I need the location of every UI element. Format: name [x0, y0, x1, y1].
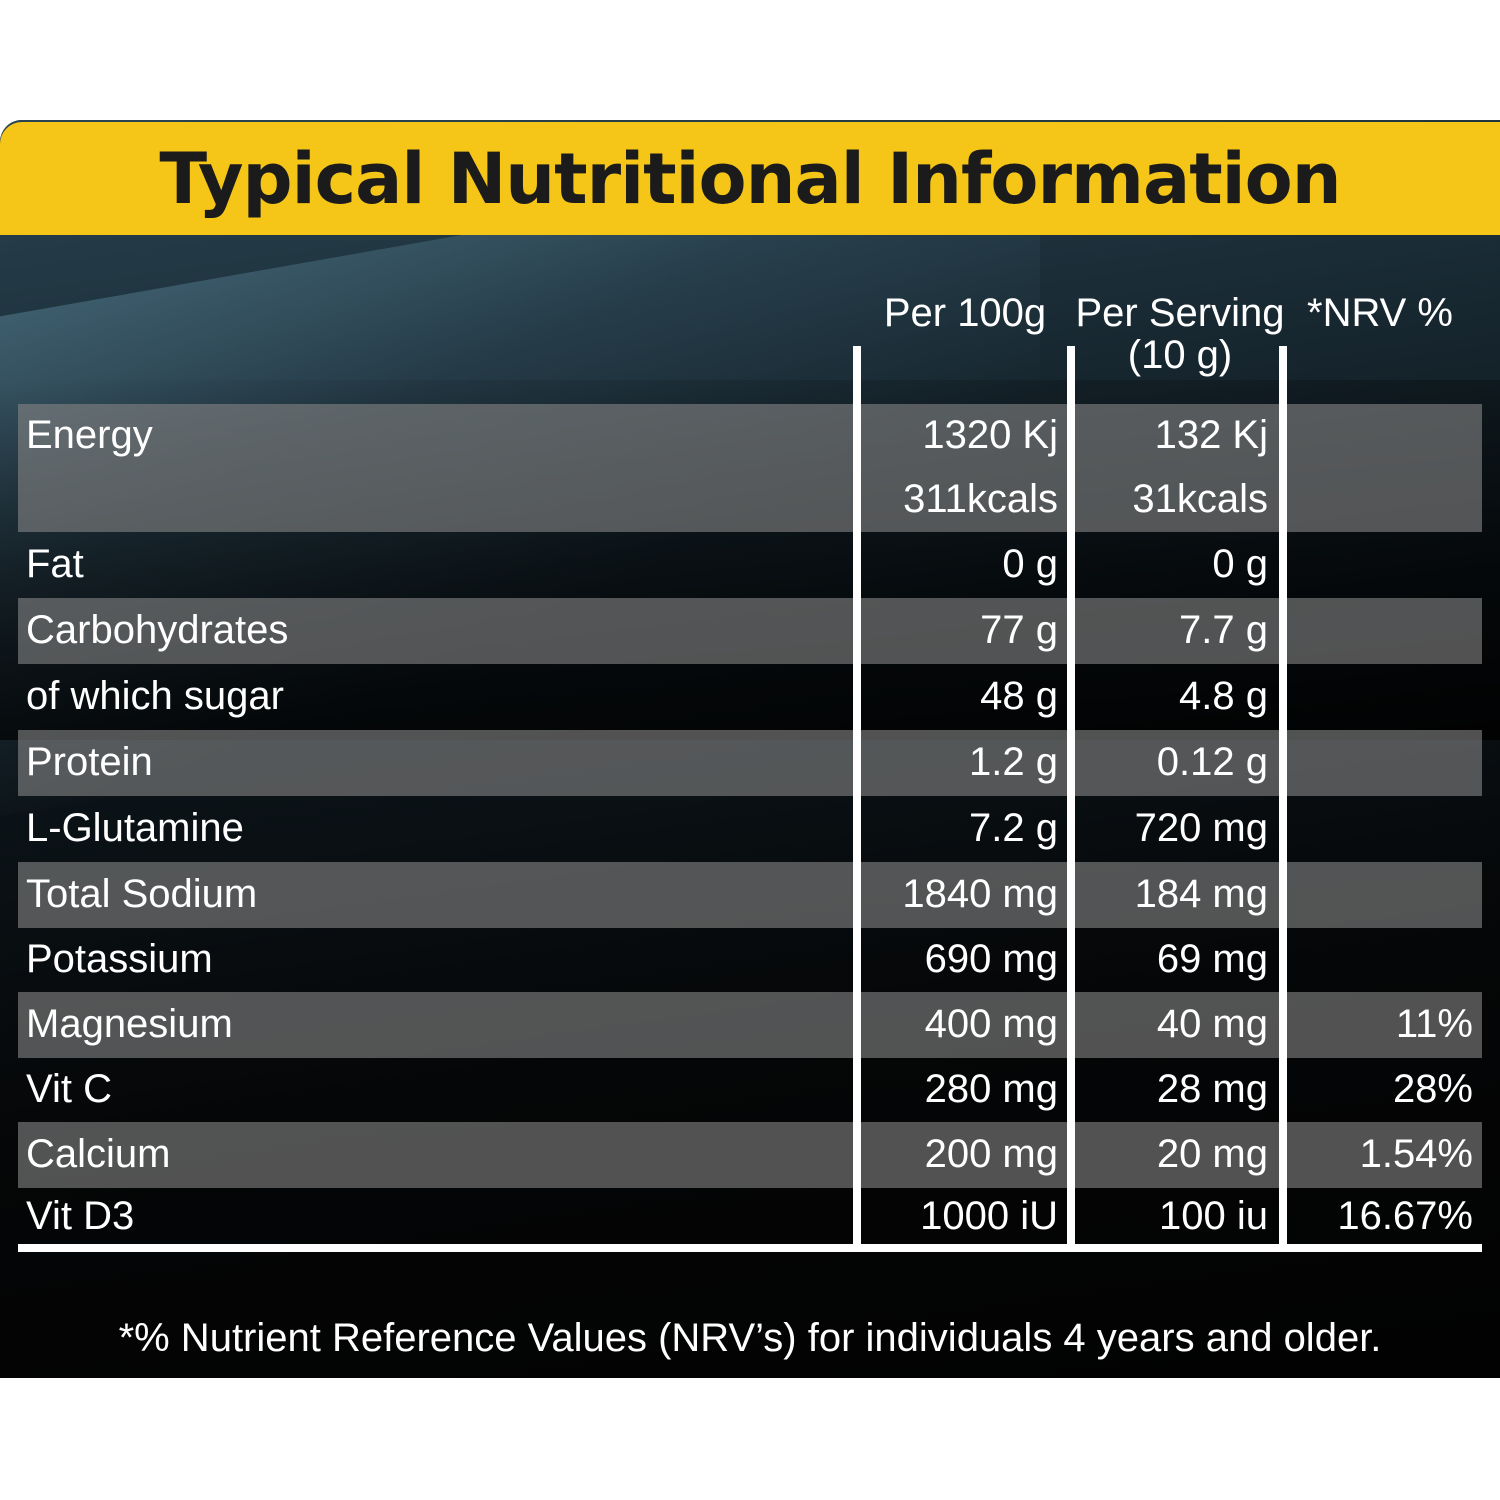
table-row: Fat 0 g 0 g	[18, 532, 1482, 598]
value-per-100g: 280 mg	[924, 1067, 1058, 1111]
nutrient-label: of which sugar	[26, 674, 284, 718]
footnote: *% Nutrient Reference Values (NRV’s) for…	[118, 1316, 1382, 1360]
value-per-100g: 690 mg	[924, 937, 1058, 981]
table-row: Potassium 690 mg 69 mg	[18, 928, 1482, 992]
nutrient-label: Protein	[26, 740, 153, 784]
header-per-serving: Per Serving	[1075, 291, 1285, 335]
table-row: Vit C 280 mg 28 mg 28%	[18, 1058, 1482, 1122]
table-row: of which sugar 48 g 4.8 g	[18, 664, 1482, 730]
nutrient-label: Potassium	[26, 937, 213, 981]
table-row: Carbohydrates 77 g 7.7 g	[18, 598, 1482, 664]
value-per-100g: 1.2 g	[969, 740, 1058, 784]
value-per-100g: 77 g	[980, 608, 1058, 652]
value-per-serving: 4.8 g	[1179, 674, 1268, 718]
header-nrv: *NRV %	[1307, 291, 1453, 335]
value-per-serving: 100 iu	[1159, 1194, 1268, 1238]
value-per-serving: 20 mg	[1156, 1132, 1268, 1176]
value-per-serving: 40 mg	[1156, 1002, 1268, 1046]
nutrition-panel: Typical Nutritional Information Per 100g…	[0, 120, 1500, 1378]
table-row: Magnesium 400 mg 40 mg 11%	[18, 992, 1482, 1058]
column-divider-2	[1067, 346, 1075, 1250]
header-per-100g: Per 100g	[883, 291, 1047, 335]
nutrient-label: Total Sodium	[26, 872, 258, 916]
value-per-serving: 31kcals	[1132, 477, 1268, 521]
value-per-serving: 7.7 g	[1179, 608, 1268, 652]
value-per-100g: 0 g	[1002, 542, 1058, 586]
value-per-100g: 1000 iU	[920, 1194, 1058, 1238]
value-nrv: 28%	[1392, 1067, 1473, 1111]
value-per-serving: 69 mg	[1156, 937, 1268, 981]
value-nrv: 1.54%	[1359, 1132, 1473, 1176]
nutrient-label: Energy	[26, 413, 153, 457]
nutrient-label: Carbohydrates	[26, 608, 289, 652]
value-per-100g: 400 mg	[924, 1002, 1058, 1046]
table-row: Protein 1.2 g 0.12 g	[18, 730, 1482, 796]
value-per-100g: 311kcals	[903, 477, 1058, 521]
table-bottom-rule	[18, 1244, 1482, 1252]
value-per-100g: 1840 mg	[902, 872, 1058, 916]
page-title: Typical Nutritional Information	[159, 137, 1341, 220]
value-per-serving: 132 Kj	[1154, 413, 1268, 457]
nutrient-label: Vit D3	[26, 1194, 135, 1238]
value-per-serving: 28 mg	[1156, 1067, 1268, 1111]
nutrient-label: Fat	[26, 542, 84, 586]
table-row: L-Glutamine 7.2 g 720 mg	[18, 796, 1482, 862]
table-row: Calcium 200 mg 20 mg 1.54%	[18, 1122, 1482, 1188]
value-per-serving: 0 g	[1212, 542, 1268, 586]
value-nrv: 16.67%	[1337, 1194, 1473, 1238]
table-row: Energy 1320 Kj 132 Kj	[18, 404, 1482, 468]
table-row: Total Sodium 1840 mg 184 mg	[18, 862, 1482, 928]
column-divider-3	[1279, 346, 1287, 1250]
nutrient-label: L-Glutamine	[26, 806, 244, 850]
nutrient-label: Calcium	[26, 1132, 171, 1176]
column-divider-1	[853, 346, 861, 1250]
table-row: 311kcals 31kcals	[18, 468, 1482, 532]
value-nrv: 11%	[1395, 1002, 1473, 1046]
nutrient-label: Vit C	[26, 1067, 112, 1111]
value-per-100g: 200 mg	[924, 1132, 1058, 1176]
table-row: Vit D3 1000 iU 100 iu 16.67%	[18, 1188, 1482, 1246]
nutrient-label: Magnesium	[26, 1002, 233, 1046]
value-per-100g: 48 g	[980, 674, 1058, 718]
value-per-100g: 7.2 g	[969, 806, 1058, 850]
header-per-serving-amount: (10 g)	[1127, 333, 1233, 377]
value-per-serving: 0.12 g	[1156, 740, 1268, 784]
value-per-serving: 720 mg	[1134, 806, 1268, 850]
value-per-100g: 1320 Kj	[922, 413, 1058, 457]
title-bar: Typical Nutritional Information	[0, 122, 1500, 235]
value-per-serving: 184 mg	[1134, 872, 1268, 916]
